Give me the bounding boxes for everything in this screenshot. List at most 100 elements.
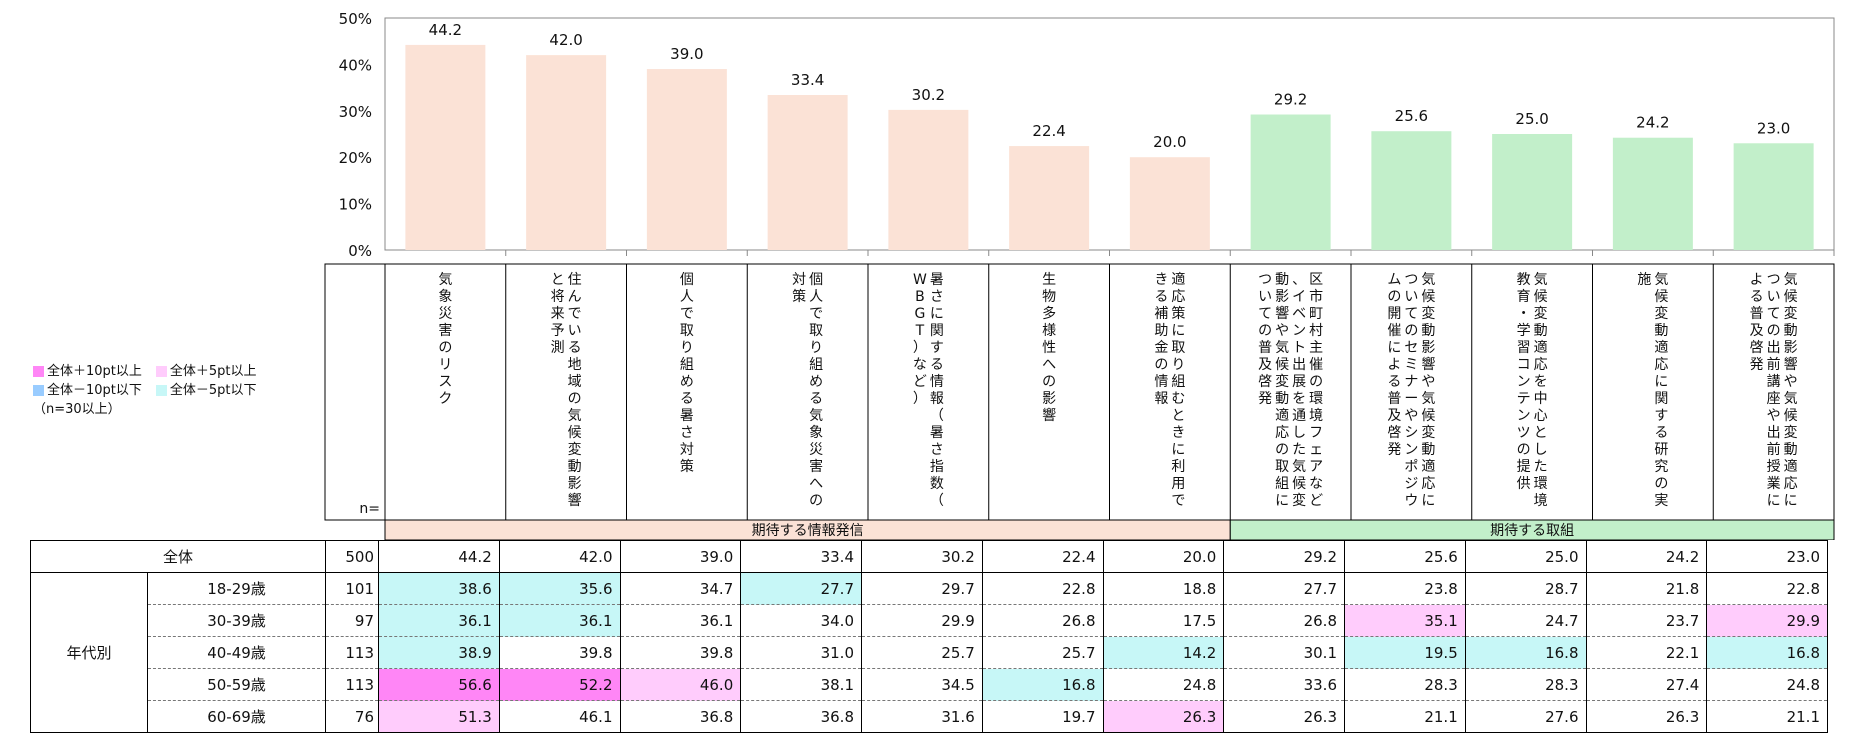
- value-cell: 29.9: [861, 604, 983, 637]
- value-cell: 33.4: [740, 540, 862, 573]
- n-header: n=: [359, 501, 380, 517]
- legend-label-minus5: 全体－5pt以下: [169, 383, 257, 398]
- value-cell: 39.0: [619, 540, 742, 573]
- value-cell: 17.5: [1102, 604, 1225, 637]
- value-cell: 27.6: [1464, 700, 1587, 733]
- category-label: 気候変動適応を中心とした環境教育・学習コンテンツの提供: [1517, 272, 1548, 509]
- value-cell: 39.8: [498, 636, 621, 669]
- value-cell: 26.3: [1585, 700, 1708, 733]
- category-label: 気候変動影響や気候変動適応についての出前講座や出前授業による普及啓発: [1750, 272, 1798, 509]
- group-header: [1229, 519, 1835, 540]
- table-row: 60-69歳 76 51.3 46.1 36.8 36.8 31.6 19.7 26.3 26.3…: [31, 700, 1828, 733]
- bar: [1009, 146, 1090, 250]
- value-cell: 28.7: [1464, 572, 1587, 605]
- legend-note: （n=30以上）: [33, 402, 121, 417]
- n-cell: 500: [325, 540, 379, 573]
- value-cell: 22.8: [1706, 572, 1828, 605]
- category-label: 住んでいる地域の気候変動影響と将来予測: [551, 272, 582, 509]
- value-cell: 46.0: [619, 668, 742, 701]
- y-tick-label: 20%: [339, 149, 372, 167]
- value-cell: 25.6: [1344, 540, 1466, 573]
- value-cell: 27.4: [1585, 668, 1708, 701]
- value-cell: 24.8: [1706, 668, 1828, 701]
- row-label: 40-49歳: [147, 636, 326, 669]
- legend-label-minus10: 全体－10pt以下: [47, 383, 142, 398]
- value-cell: 24.7: [1464, 604, 1587, 637]
- data-label: 25.6: [1395, 107, 1428, 125]
- y-tick-label: 0%: [348, 242, 372, 260]
- category-label: 暑さに関する情報（暑さ指数（W B G T ）など）: [913, 272, 944, 509]
- row-label-total: 全体: [30, 540, 326, 573]
- value-cell: 19.7: [981, 700, 1104, 733]
- value-cell: 31.0: [740, 636, 862, 669]
- group-header-label: 期待する取組: [1490, 523, 1574, 539]
- value-cell: 29.9: [1706, 604, 1828, 637]
- row-label: 60-69歳: [147, 700, 326, 733]
- data-label: 20.0: [1153, 133, 1186, 151]
- bar: [1371, 131, 1452, 250]
- value-cell: 38.9: [378, 636, 500, 669]
- legend-label-plus10: 全体＋10pt以上: [47, 364, 142, 379]
- row-group-label: 年代別: [30, 572, 148, 733]
- value-cell: 23.8: [1344, 572, 1466, 605]
- value-cell: 24.8: [1102, 668, 1225, 701]
- value-cell: 38.1: [740, 668, 862, 701]
- bar: [1492, 134, 1573, 250]
- category-label: 気象災害のリスク: [438, 272, 452, 407]
- bar: [1733, 143, 1814, 250]
- bar: [767, 95, 848, 250]
- value-cell: 44.2: [378, 540, 500, 573]
- n-cell: 113: [325, 668, 379, 701]
- bar: [1129, 157, 1210, 250]
- legend-swatch-plus10: [33, 366, 44, 377]
- value-cell: 38.6: [378, 572, 500, 605]
- bar: [646, 69, 727, 250]
- row-label: 30-39歳: [147, 604, 326, 637]
- value-cell: 52.2: [498, 668, 621, 701]
- value-cell: 22.8: [981, 572, 1104, 605]
- value-cell: 16.8: [1706, 636, 1828, 669]
- value-cell: 35.6: [498, 572, 621, 605]
- data-table: 全体 500 44.2 42.0 39.0 33.4 30.2 22.4 20.0 29.2 25.…: [30, 540, 1828, 733]
- data-label: 42.0: [549, 31, 582, 49]
- data-label: 29.2: [1274, 91, 1307, 109]
- value-cell: 33.6: [1223, 668, 1345, 701]
- value-cell: 30.2: [861, 540, 983, 573]
- y-tick-label: 50%: [339, 10, 372, 28]
- value-cell: 16.8: [1464, 636, 1587, 669]
- value-cell: 56.6: [378, 668, 500, 701]
- bar: [1612, 137, 1693, 250]
- legend-swatch-plus5: [155, 366, 167, 377]
- table-row: 40-49歳 113 38.9 39.8 39.8 31.0 25.7 25.7 14.2 30.…: [31, 636, 1828, 669]
- category-label: 個人で取り組める暑さ対策: [680, 272, 694, 475]
- row-label: 50-59歳: [147, 668, 326, 701]
- value-cell: 22.4: [981, 540, 1104, 573]
- table-row: 年代別 18-29歳 101 38.6 35.6 34.7 27.7 29.7 22.8 18.8…: [30, 572, 1828, 733]
- value-cell: 51.3: [378, 700, 500, 733]
- n-cell: 76: [325, 700, 379, 733]
- value-cell: 34.7: [619, 572, 742, 605]
- value-cell: 27.7: [740, 572, 862, 605]
- value-cell: 30.1: [1223, 636, 1345, 669]
- data-label: 44.2: [429, 21, 462, 39]
- row-label: 18-29歳: [147, 572, 326, 605]
- table-row: 50-59歳 113 56.6 52.2 46.0 38.1 34.5 16.8 24.8 33.…: [31, 668, 1828, 701]
- value-cell: 20.0: [1102, 540, 1225, 573]
- category-label: 生物多様性への影響: [1042, 272, 1056, 424]
- value-cell: 25.0: [1464, 540, 1587, 573]
- value-cell: 36.8: [740, 700, 862, 733]
- data-label: 22.4: [1032, 122, 1065, 140]
- data-label: 25.0: [1515, 110, 1548, 128]
- value-cell: 42.0: [498, 540, 621, 573]
- bar: [405, 44, 486, 250]
- value-cell: 26.3: [1223, 700, 1345, 733]
- y-tick-label: 30%: [339, 103, 372, 121]
- value-cell: 36.8: [619, 700, 742, 733]
- value-cell: 46.1: [498, 700, 621, 733]
- data-label: 23.0: [1757, 119, 1790, 137]
- value-cell: 39.8: [619, 636, 742, 669]
- value-cell: 23.0: [1706, 540, 1828, 573]
- value-cell: 24.2: [1585, 540, 1708, 573]
- legend-label-plus5: 全体＋5pt以上: [169, 364, 257, 379]
- value-cell: 35.1: [1344, 604, 1466, 637]
